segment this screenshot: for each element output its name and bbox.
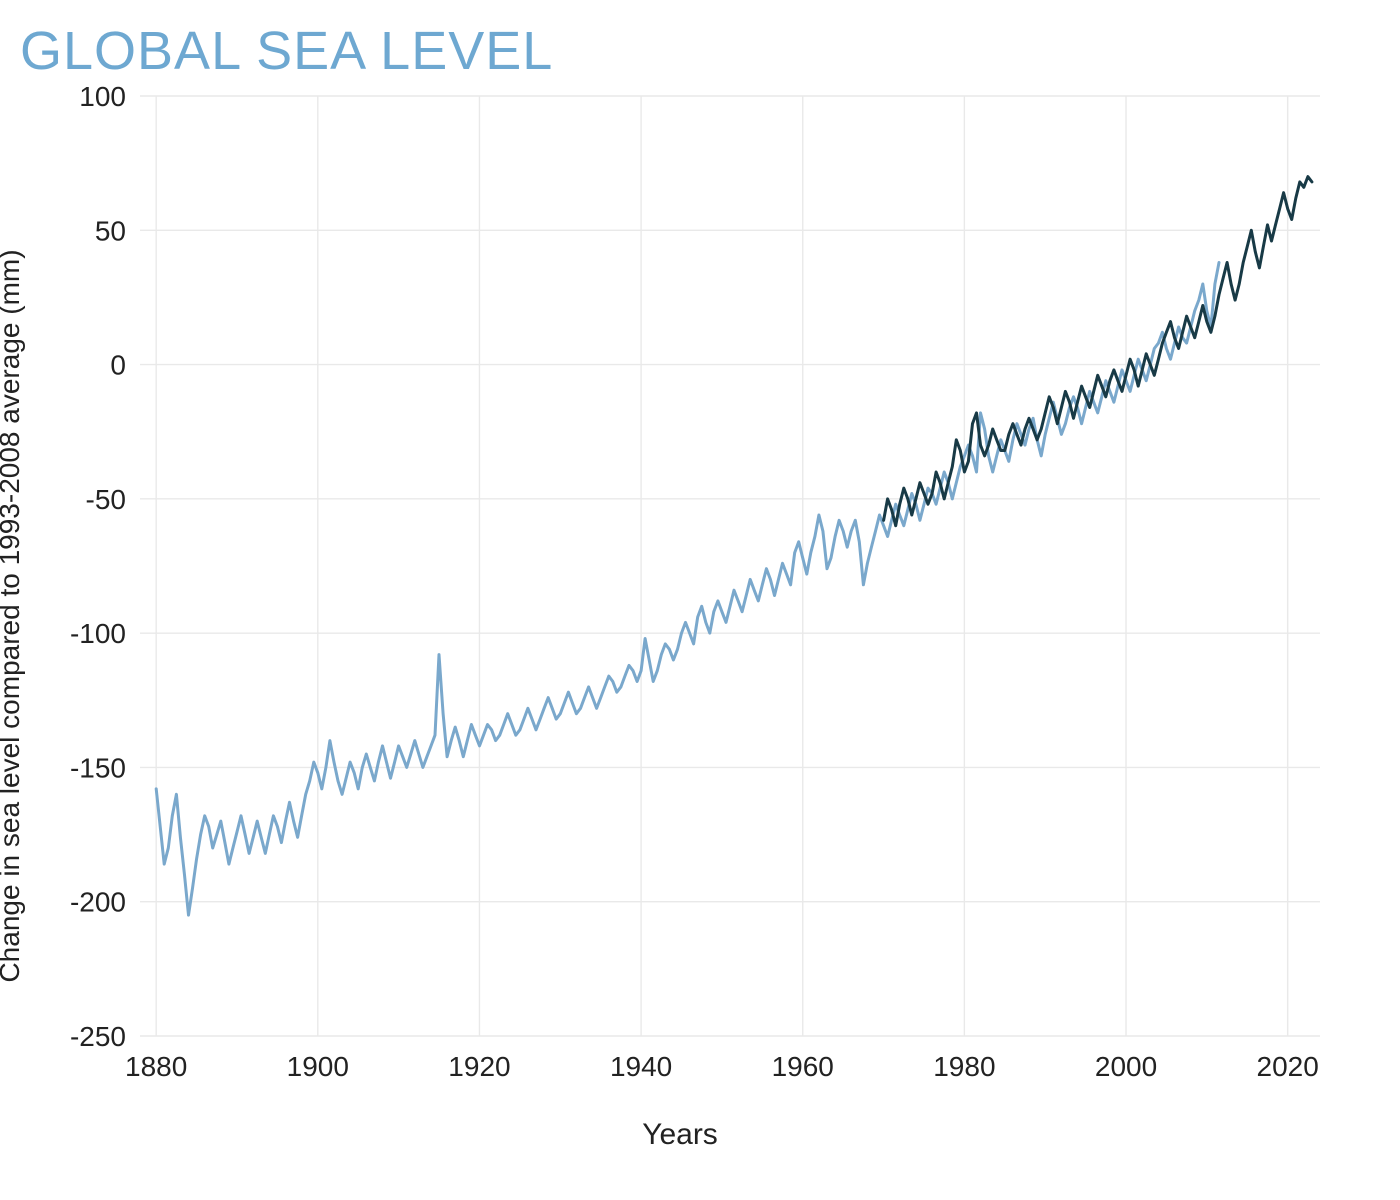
x-tick-label: 2000 xyxy=(1095,1051,1157,1082)
y-tick-label: -200 xyxy=(70,887,126,918)
x-tick-label: 1900 xyxy=(287,1051,349,1082)
x-tick-label: 1920 xyxy=(448,1051,510,1082)
y-tick-label: -50 xyxy=(86,484,126,515)
x-tick-label: 1960 xyxy=(772,1051,834,1082)
y-tick-label: 50 xyxy=(95,215,126,246)
y-axis-label: Change in sea level compared to 1993-200… xyxy=(0,249,26,982)
chart-container: Change in sea level compared to 1993-200… xyxy=(20,86,1340,1146)
x-tick-label: 1880 xyxy=(125,1051,187,1082)
x-tick-label: 1940 xyxy=(610,1051,672,1082)
x-tick-label: 2020 xyxy=(1257,1051,1319,1082)
sea-level-chart: -250 -200 -150 -100 -50 0 50 100 1880 1900 1920 194… xyxy=(20,86,1360,1116)
y-tick-label: 100 xyxy=(79,86,126,112)
x-tick-label: 1980 xyxy=(933,1051,995,1082)
y-tick-label: -250 xyxy=(70,1021,126,1052)
y-tick-label: 0 xyxy=(110,350,126,381)
y-tick-label: -100 xyxy=(70,618,126,649)
chart-title: GLOBAL SEA LEVEL xyxy=(20,20,1360,82)
y-tick-label: -150 xyxy=(70,752,126,783)
x-axis-label: Years xyxy=(642,1118,718,1152)
